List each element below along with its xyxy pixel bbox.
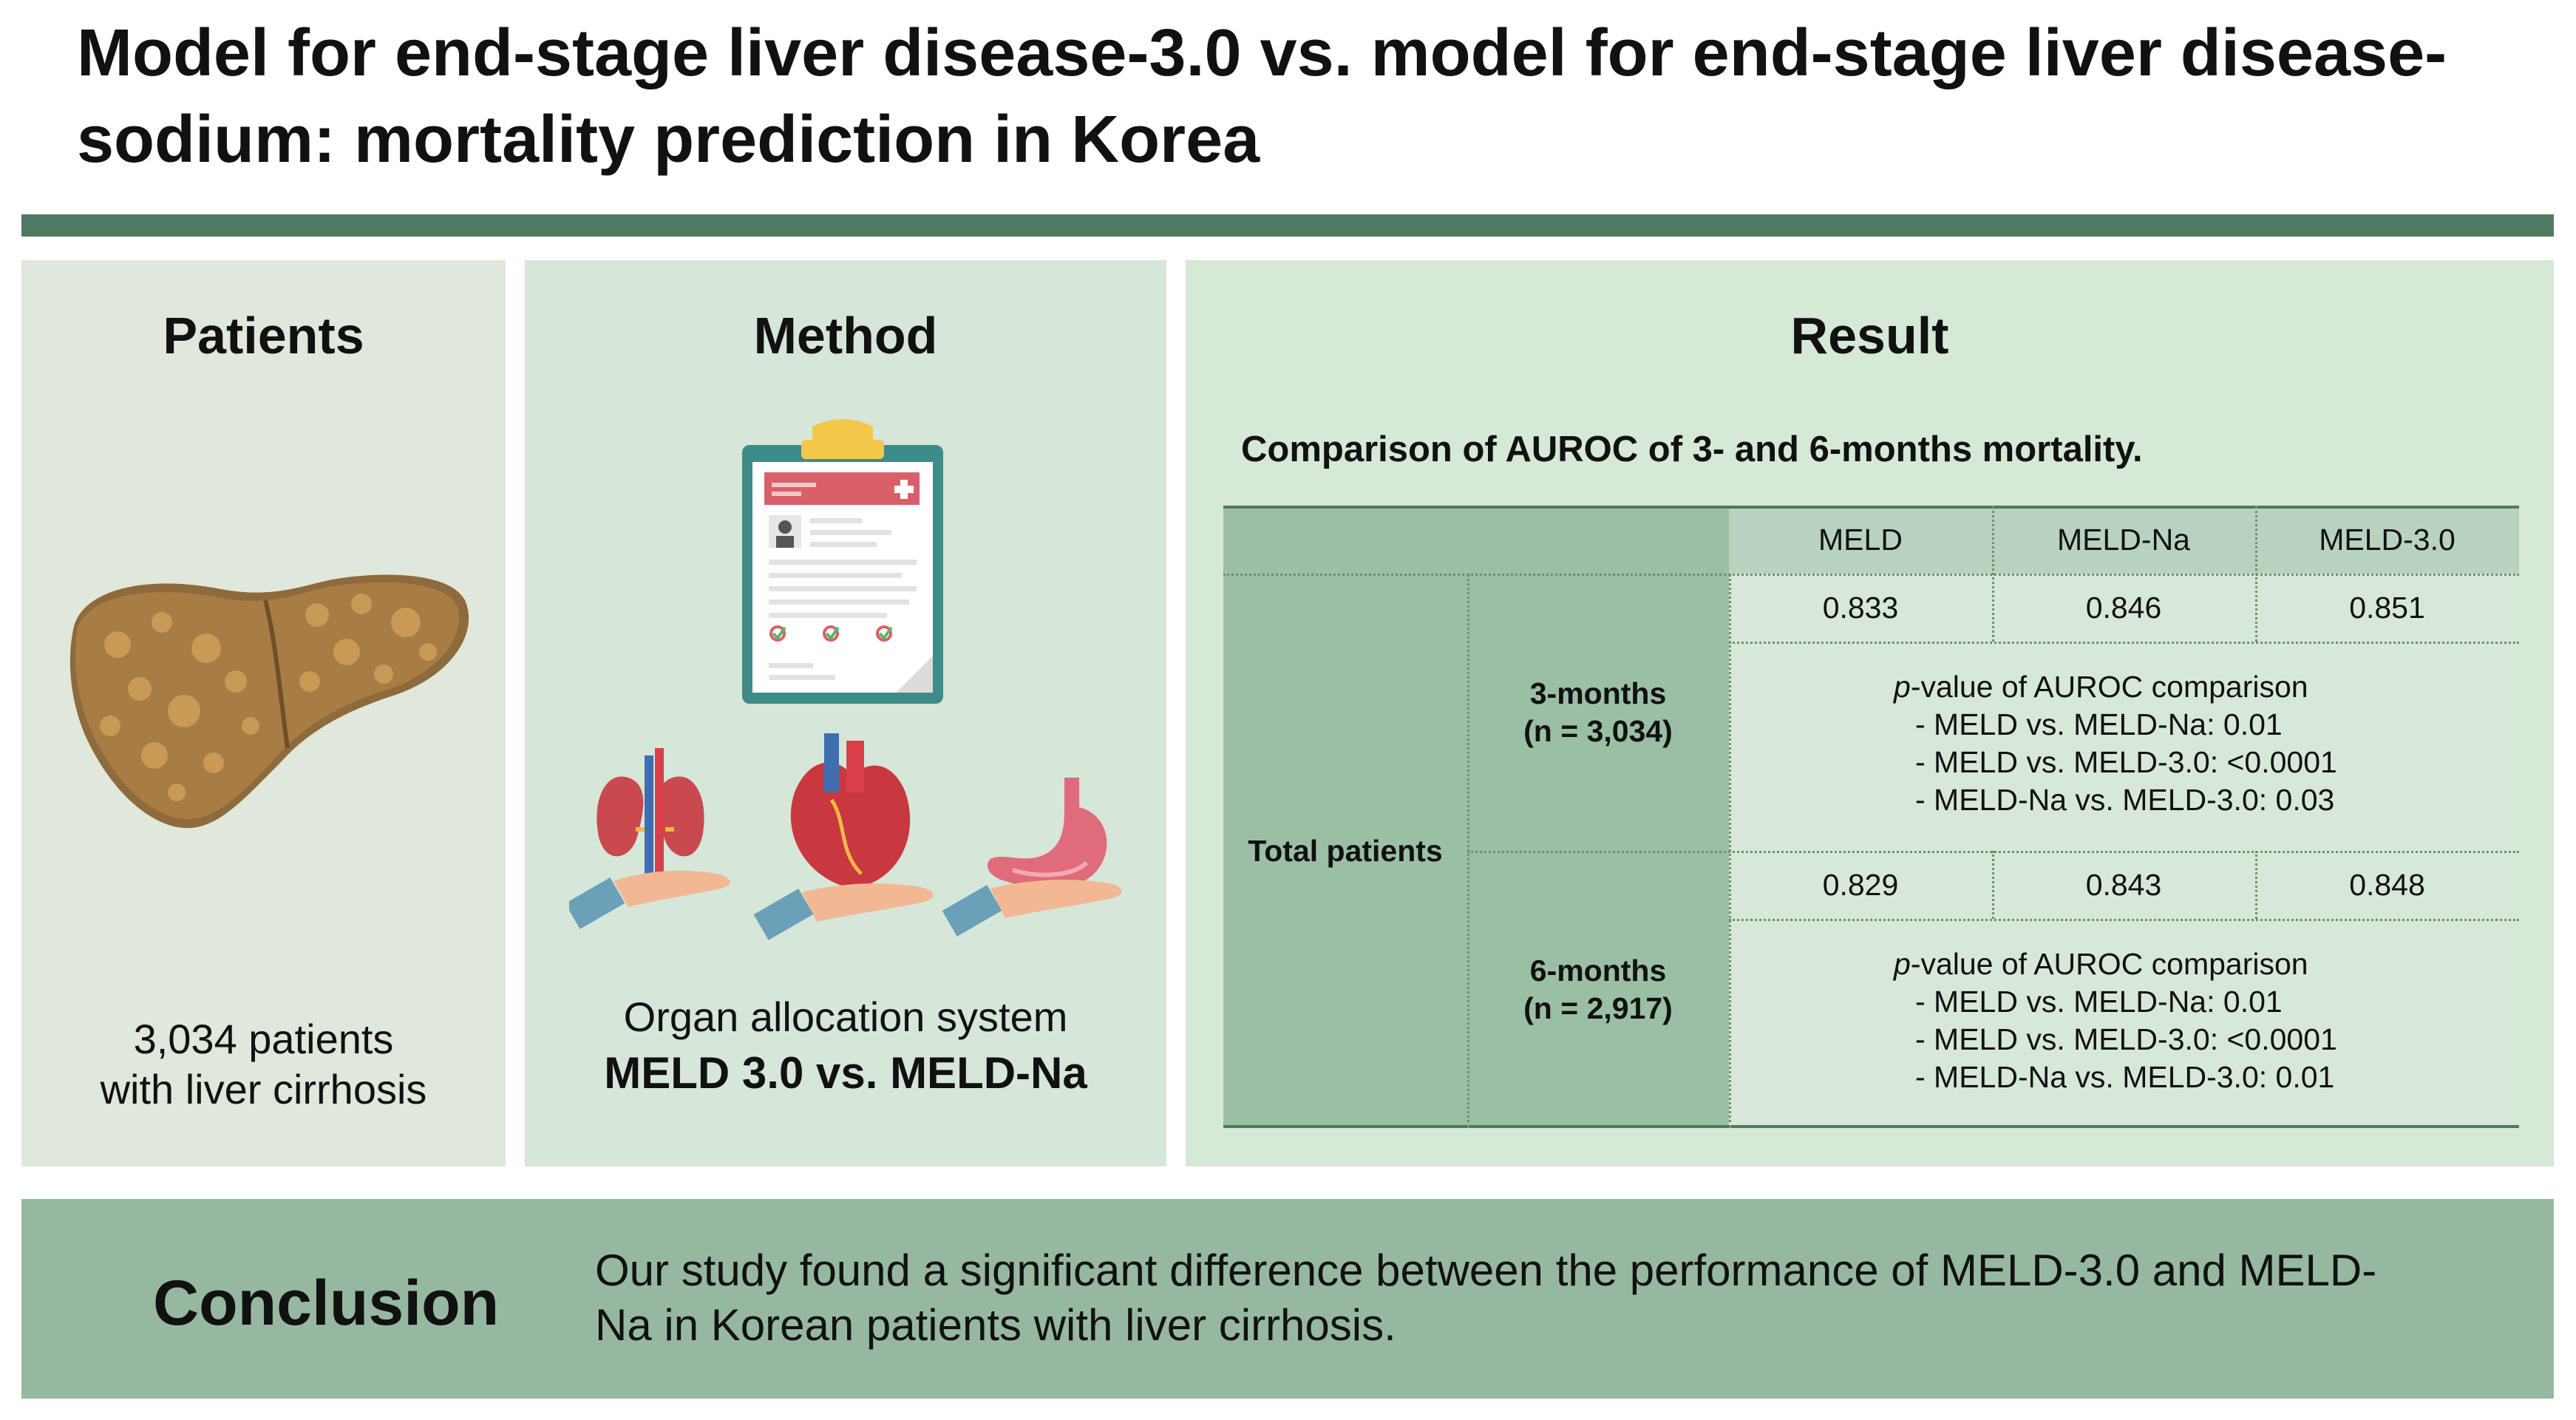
column-header: MELD-Na xyxy=(2057,522,2190,557)
heart-hand-icon xyxy=(753,733,934,940)
row-n: (n = 3,034) xyxy=(1523,713,1673,748)
kidney-hand-icon xyxy=(569,748,730,929)
table-top-border xyxy=(1223,506,2519,509)
auroc-table: MELD MELD-Na MELD-3.0 Total patients 3-m… xyxy=(1223,506,2519,1128)
table-cell: 0.848 xyxy=(2349,867,2425,902)
conclusion-heading: Conclusion xyxy=(153,1268,500,1339)
table-cell: 0.851 xyxy=(2349,590,2425,625)
conclusion-line1: Our study found a significant difference… xyxy=(595,1246,2377,1295)
row-n: (n = 2,917) xyxy=(1523,991,1673,1025)
pvalue-comparison: - MELD-Na vs. MELD-3.0: 0.01 xyxy=(1915,1060,2335,1094)
row-label-3-months: 3-months (n = 3,034) xyxy=(1467,574,1729,851)
table-col-line xyxy=(1467,574,1469,1128)
pvalue-title-rest: -value of AUROC comparison xyxy=(1910,670,2308,704)
table-header-line xyxy=(1223,574,2519,576)
pvalue-title-rest: -value of AUROC comparison xyxy=(1910,947,2308,981)
method-heading: Method xyxy=(753,307,938,364)
table-row-line xyxy=(1729,642,2519,644)
patients-panel: Patients 3,034 patients with liver cirrh… xyxy=(21,260,506,1166)
result-panel: Result Comparison of AUROC of 3- and 6-m… xyxy=(1186,260,2554,1166)
liver-icon xyxy=(69,574,469,829)
pvalue-italic: p xyxy=(1894,947,1911,981)
pvalue-title: p-value of AUROC comparison xyxy=(1894,668,2308,706)
row-label: 6-months xyxy=(1529,953,1667,988)
patients-caption-line1: 3,034 patients xyxy=(133,1016,394,1062)
conclusion-line2: Na in Korean patients with liver cirrhos… xyxy=(595,1300,1396,1350)
pvalue-comparison: - MELD vs. MELD-3.0: <0.0001 xyxy=(1915,1022,2337,1056)
column-header: MELD-3.0 xyxy=(2319,522,2456,557)
patients-caption-line2: with liver cirrhosis xyxy=(100,1066,427,1112)
group-label: Total patients xyxy=(1248,833,1443,868)
pvalue-comparison: - MELD vs. MELD-3.0: <0.0001 xyxy=(1915,745,2337,779)
table-col-line xyxy=(1992,851,1994,919)
column-header: MELD xyxy=(1818,522,1903,557)
page-title: Model for end-stage liver disease-3.0 vs… xyxy=(77,16,2447,177)
title-divider xyxy=(21,214,2554,237)
table-cell: 0.846 xyxy=(2085,590,2162,625)
table-cell: 0.843 xyxy=(2085,867,2162,902)
pvalue-italic: p xyxy=(1894,670,1911,704)
conclusion-text: Our study found a significant difference… xyxy=(595,1243,2517,1353)
patients-heading: Patients xyxy=(163,307,364,364)
table-header-bg xyxy=(1729,506,2519,574)
method-panel: Method xyxy=(525,260,1166,1166)
pvalue-comparison: - MELD vs. MELD-Na: 0.01 xyxy=(1915,985,2283,1019)
table-col-line xyxy=(2255,506,2257,642)
row-label-6-months: 6-months (n = 2,917) xyxy=(1467,851,1729,1128)
table-label-bg xyxy=(1223,506,1729,1128)
clipboard-icon xyxy=(742,419,943,704)
table-row-line xyxy=(1729,919,2519,921)
table-col-line xyxy=(1729,574,1731,1128)
table-cell: 0.829 xyxy=(1822,867,1899,902)
table-col-line xyxy=(1992,506,1994,642)
stomach-hand-icon xyxy=(942,778,1122,937)
table-col-line xyxy=(2255,851,2257,919)
conclusion-band: Conclusion Our study found a significant… xyxy=(21,1199,2554,1399)
result-subheading: Comparison of AUROC of 3- and 6-months m… xyxy=(1241,429,2143,469)
pvalue-title: p-value of AUROC comparison xyxy=(1894,945,2308,983)
pvalue-comparison: - MELD vs. MELD-Na: 0.01 xyxy=(1915,707,2283,741)
row-label: 3-months xyxy=(1529,676,1667,710)
method-caption: Organ allocation system xyxy=(623,993,1068,1040)
method-caption-bold: MELD 3.0 vs. MELD-Na xyxy=(604,1048,1087,1098)
pvalue-comparison: - MELD-Na vs. MELD-3.0: 0.03 xyxy=(1915,783,2335,817)
table-bottom-border xyxy=(1223,1125,2519,1128)
table-cell: 0.833 xyxy=(1822,590,1899,625)
result-heading: Result xyxy=(1790,307,1949,364)
